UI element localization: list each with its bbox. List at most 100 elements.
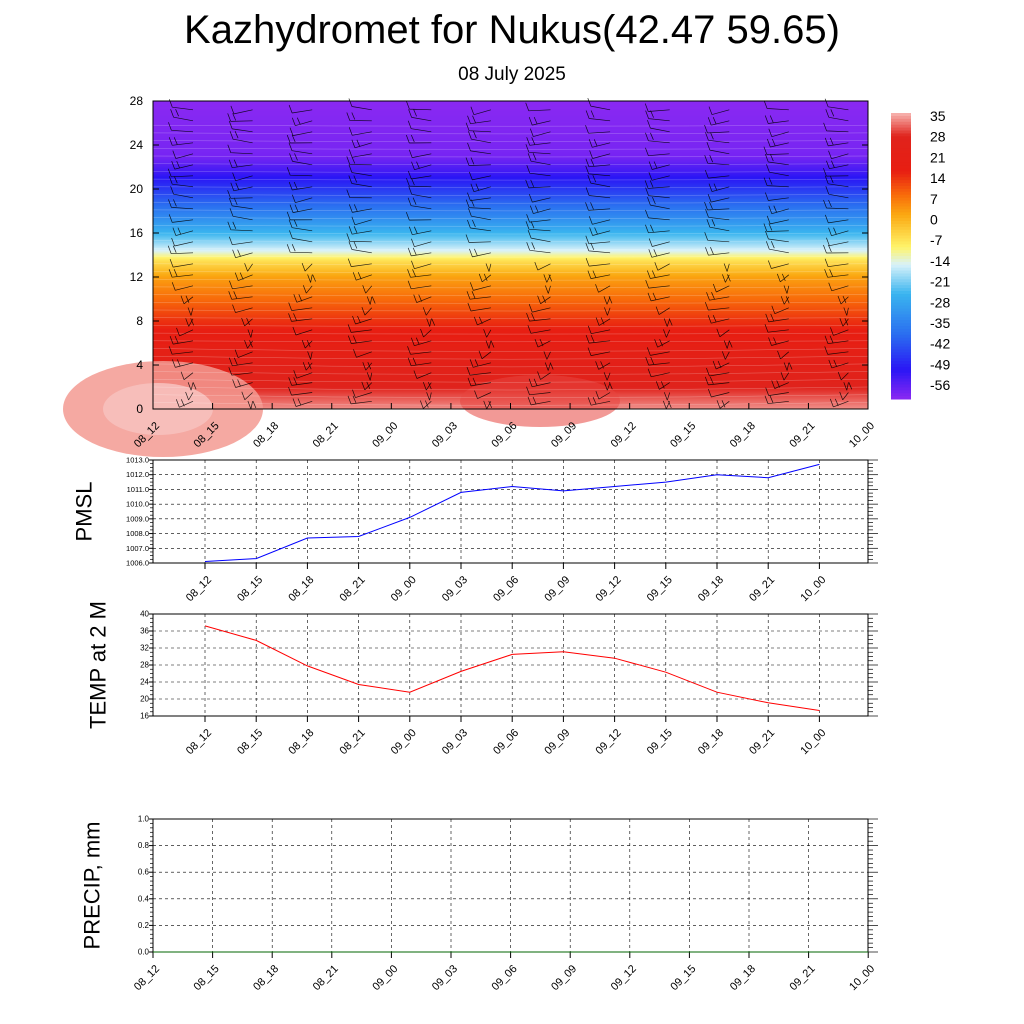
colorbar-segment <box>891 124 911 129</box>
colorbar-segment <box>891 250 911 254</box>
colorbar-label: 28 <box>930 129 946 145</box>
temperature-band <box>153 110 868 113</box>
temperature-band <box>153 129 868 132</box>
colorbar-segment <box>891 206 911 210</box>
x-tick-label: 09_18 <box>728 963 758 993</box>
temperature-band <box>153 325 868 327</box>
temperature-band <box>153 128 868 130</box>
temperature-band <box>153 362 868 365</box>
temperature-band <box>153 164 868 167</box>
colorbar-label: -28 <box>930 294 950 310</box>
y-tick-label: 0.0 <box>138 948 150 957</box>
temperature-band <box>153 356 868 358</box>
colorbar: 35 28 21 14 7 0 -7 -14 -21 -28 -35 -42 -49 -56 <box>891 108 950 400</box>
x-tick-label: 08_21 <box>311 420 341 450</box>
temperature-band <box>153 294 868 297</box>
wind-barb-column <box>704 106 733 409</box>
temperature-band <box>153 354 868 356</box>
temperature-band <box>153 203 868 205</box>
temperature-band <box>153 172 868 174</box>
colorbar-segment <box>891 378 911 382</box>
temperature-band <box>153 150 868 152</box>
temperature-band <box>153 268 868 270</box>
temperature-band <box>153 205 868 207</box>
temperature-band <box>153 295 868 298</box>
temperature-band <box>153 285 868 288</box>
x-tick-label: 09_06 <box>491 574 521 604</box>
temperature-band <box>153 281 868 283</box>
colorbar-segment <box>891 369 911 374</box>
temperature-band <box>153 323 868 325</box>
series-line <box>204 625 820 711</box>
temperature-band <box>153 106 868 108</box>
colorbar-segment <box>891 185 911 190</box>
temperature-band <box>153 347 868 349</box>
temperature-band <box>153 160 868 162</box>
temperature-band <box>153 330 868 333</box>
temperature-band <box>153 196 868 199</box>
y-tick-label: 1012.0 <box>126 470 149 479</box>
temperature-band <box>153 103 868 105</box>
temperature-band <box>153 253 868 256</box>
temperature-band <box>153 312 868 314</box>
y-tick-label: 24 <box>130 138 144 152</box>
temperature-band <box>153 201 868 203</box>
temperature-band <box>153 272 868 275</box>
x-tick-label: 09_09 <box>542 727 572 757</box>
temperature-band <box>153 313 868 315</box>
colorbar-segment <box>891 299 911 304</box>
isotherm-line <box>152 348 869 352</box>
temperature-band <box>153 257 868 259</box>
isotherm-line <box>152 263 869 266</box>
temperature-band <box>153 290 868 292</box>
colorbar-segment <box>891 331 911 336</box>
temperature-band <box>153 190 868 192</box>
wind-barb-column <box>286 104 316 407</box>
temperature-band <box>153 306 868 309</box>
colorbar-segment <box>891 130 911 134</box>
temperature-band <box>153 299 868 301</box>
colorbar-segment <box>891 150 911 155</box>
temperature-band <box>153 207 868 210</box>
x-tick-label: 09_00 <box>370 420 400 450</box>
temperature-band <box>153 116 868 118</box>
isotherm-line <box>152 271 869 273</box>
temperature-band <box>153 352 868 355</box>
temperature-band <box>153 183 868 185</box>
temperature-band <box>153 189 868 191</box>
temperature-band <box>153 233 868 235</box>
temperature-band <box>153 310 868 312</box>
temperature-band <box>153 145 868 147</box>
temperature-band <box>153 192 868 194</box>
y-tick-label: 1007.0 <box>126 544 149 553</box>
x-tick-label: 10_00 <box>847 420 877 450</box>
temperature-band <box>153 185 868 188</box>
y-tick-label: 36 <box>140 627 149 636</box>
temperature-band <box>153 158 868 160</box>
x-tick-label: 08_15 <box>192 963 222 993</box>
x-tick-label: 09_18 <box>728 420 758 450</box>
wind-barb-column <box>346 98 376 405</box>
x-tick-label: 09_15 <box>668 963 698 993</box>
isotherm-line <box>152 278 869 281</box>
temperature-band <box>153 153 868 156</box>
colorbar-segment <box>891 191 911 196</box>
x-tick-label: 10_00 <box>798 727 828 757</box>
temperature-band <box>153 136 868 138</box>
temperature-band <box>153 337 868 339</box>
colorbar-segment <box>891 328 911 333</box>
colorbar-segment <box>891 241 911 245</box>
temperature-band <box>153 258 868 260</box>
temperature-band <box>153 101 868 103</box>
colorbar-label: -56 <box>930 377 950 393</box>
colorbar-segment <box>891 139 911 143</box>
y-tick-label: 1013.0 <box>126 456 149 465</box>
temperature-band <box>153 270 868 272</box>
temperature-band <box>153 256 868 258</box>
temperature-band <box>153 226 868 228</box>
temperature-band <box>153 176 868 179</box>
isotherm-line <box>152 325 869 327</box>
colorbar-segment <box>891 308 911 312</box>
temperature-band <box>153 304 868 306</box>
temperature-band <box>153 165 868 168</box>
